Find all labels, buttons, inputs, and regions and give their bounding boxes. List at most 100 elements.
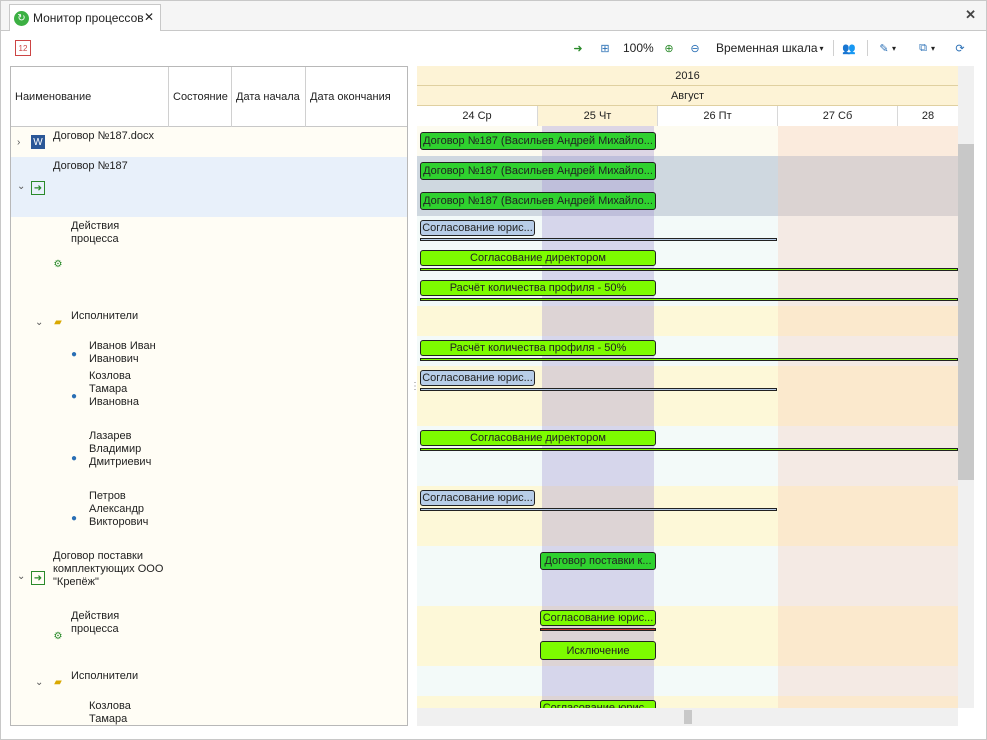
- splitter-handle[interactable]: ⋮: [410, 381, 420, 392]
- gantt-day: 28: [898, 106, 958, 126]
- gantt-progress-line: [420, 508, 777, 511]
- vertical-scrollbar[interactable]: [958, 66, 974, 708]
- process-tree-grid: Наименование Состояние Дата начала Дата …: [10, 66, 408, 726]
- view-icon: ⧉: [919, 41, 927, 54]
- zoom-in-button[interactable]: ⊕: [661, 39, 677, 57]
- col-state-header[interactable]: Состояние: [169, 67, 232, 127]
- tree-row-label: Петров Александр Викторович: [89, 490, 149, 528]
- users-icon: 👥: [842, 42, 856, 55]
- hierarchy-icon: ⊞: [600, 42, 610, 55]
- collapse-icon[interactable]: ⌄: [35, 677, 44, 688]
- gantt-row-bg: [417, 666, 958, 696]
- collapse-icon[interactable]: ⌄: [35, 317, 44, 328]
- gantt-bar[interactable]: Исключение: [540, 641, 656, 660]
- gantt-bar[interactable]: Договор №187 (Васильев Андрей Михайло...: [420, 132, 656, 150]
- process-icon: ➜: [31, 181, 45, 195]
- view-dropdown-button[interactable]: ⧉ ▾: [915, 39, 935, 57]
- chevron-down-icon: ▾: [931, 43, 936, 53]
- calendar-icon: 12: [15, 40, 31, 56]
- gantt-bar[interactable]: Согласование юрис...: [420, 370, 535, 386]
- tree-row[interactable]: ● Лазарев Владимир Дмитриевич: [11, 427, 407, 487]
- gantt-bar[interactable]: Согласование директором: [420, 250, 656, 266]
- user-icon: ●: [70, 512, 78, 524]
- collapse-icon[interactable]: ⌄: [17, 571, 26, 582]
- tab-label: Монитор процессов: [33, 11, 144, 25]
- gantt-bar[interactable]: Договор №187 (Васильев Андрей Михайло...: [420, 162, 656, 180]
- tree-row[interactable]: ● Иванов Иван Иванович: [11, 337, 407, 367]
- users-button[interactable]: 👥: [841, 39, 857, 57]
- gantt-bar[interactable]: Согласование директором: [420, 430, 656, 446]
- gantt-row-bg: [417, 546, 958, 606]
- tree-row[interactable]: ⌄ ▰ Исполнители: [11, 667, 407, 697]
- gantt-progress-line: [420, 238, 777, 241]
- actions-icon: ⚙: [53, 258, 63, 270]
- gantt-progress-line: [420, 388, 777, 391]
- gantt-bar[interactable]: Согласование юрис...: [540, 610, 656, 626]
- expand-icon[interactable]: ›: [17, 137, 21, 148]
- gantt-bar[interactable]: Согласование юрис...: [540, 700, 656, 708]
- tree-row-label: Иванов Иван Иванович: [89, 340, 156, 365]
- gantt-day: 27 Сб: [778, 106, 898, 126]
- expand-button[interactable]: ➜: [570, 39, 586, 57]
- tree-row[interactable]: ● Петров Александр Викторович: [11, 487, 407, 547]
- toolbar-separator: [833, 40, 834, 56]
- edit-dropdown-button[interactable]: ✎ ▾: [876, 39, 896, 57]
- timescale-label: Временная шкала: [716, 41, 818, 55]
- edit-icon: ✎: [879, 42, 889, 55]
- tab-process-monitor[interactable]: ↻ Монитор процессов ✕: [9, 4, 161, 31]
- window-close-icon[interactable]: ✕: [965, 7, 976, 22]
- tree-row[interactable]: ● Козлова Тамара Ивановна: [11, 367, 407, 427]
- col-end-header[interactable]: Дата окончания: [310, 91, 391, 103]
- zoom-out-button[interactable]: ⊖: [687, 39, 703, 57]
- gantt-progress-line: [420, 358, 958, 361]
- grid-header: Наименование Состояние Дата начала Дата …: [11, 67, 407, 127]
- gantt-day: 24 Ср: [417, 106, 538, 126]
- tree-row[interactable]: ⌄ ➜ Договор №187: [11, 157, 407, 217]
- zoom-level: 100%: [623, 39, 654, 57]
- gantt-progress-line: [420, 448, 958, 451]
- calendar-button[interactable]: 12: [15, 39, 31, 57]
- user-icon: ●: [70, 452, 78, 464]
- gantt-bar[interactable]: Расчёт количества профиля - 50%: [420, 280, 656, 296]
- gantt-bar[interactable]: Договор поставки к...: [540, 552, 656, 570]
- gantt-bar[interactable]: Согласование юрис...: [420, 490, 535, 506]
- user-icon: ●: [70, 348, 78, 360]
- gantt-row-bg: [417, 606, 958, 666]
- gantt-day: 25 Чт: [538, 106, 658, 126]
- col-start-header[interactable]: Дата начала: [232, 67, 306, 127]
- tree-row[interactable]: ⚙ Действия процесса: [11, 217, 407, 307]
- tree-row[interactable]: › W Договор №187.docx: [11, 127, 407, 157]
- toolbar-separator: [867, 40, 868, 56]
- gantt-day: 26 Пт: [658, 106, 778, 126]
- gantt-progress-line: [420, 298, 958, 301]
- collapse-icon[interactable]: ⌄: [17, 181, 26, 192]
- tree-row-label: Козлова Тамара: [89, 700, 131, 725]
- scrollbar-thumb[interactable]: [684, 710, 692, 724]
- col-name-header[interactable]: Наименование: [11, 67, 169, 127]
- weekend-column: [778, 126, 958, 708]
- refresh-button[interactable]: ⟳: [952, 39, 968, 57]
- gantt-bar[interactable]: Договор №187 (Васильев Андрей Михайло...: [420, 192, 656, 210]
- tree-button[interactable]: ⊞: [597, 39, 613, 57]
- folder-icon: ▰: [54, 676, 62, 688]
- tree-row[interactable]: ⌄ ▰ Исполнители: [11, 307, 407, 337]
- tree-row[interactable]: Козлова Тамара: [11, 697, 407, 725]
- tree-row-label: Договор №187: [53, 160, 128, 172]
- gantt-year: 2016: [417, 66, 958, 86]
- scrollbar-thumb[interactable]: [958, 144, 974, 480]
- tree-row[interactable]: ⌄ ➜ Договор поставки комплектующих ООО "…: [11, 547, 407, 607]
- tree-row[interactable]: ⚙ Действия процесса: [11, 607, 407, 667]
- horizontal-scrollbar[interactable]: [417, 708, 958, 726]
- gantt-bar[interactable]: Расчёт количества профиля - 50%: [420, 340, 656, 356]
- folder-icon: ▰: [54, 316, 62, 328]
- tree-row-label: Действия процесса: [71, 610, 120, 635]
- gantt-bar[interactable]: Согласование юрис...: [420, 220, 535, 236]
- toolbar: 12 ➜ ⊞ 100% ⊕ ⊖ Временная шкала ▾ 👥 ✎ ▾: [1, 32, 986, 64]
- gantt-chart: 2016 Август 24 Ср 25 Чт 26 Пт 27 Сб 28 Д…: [417, 66, 958, 708]
- tab-close-icon[interactable]: ✕: [143, 10, 154, 24]
- zoom-out-icon: ⊖: [690, 42, 700, 55]
- chevron-down-icon: ▾: [819, 43, 824, 53]
- tree-row-label: Козлова Тамара Ивановна: [89, 370, 139, 408]
- tree-row-label: Исполнители: [71, 670, 139, 682]
- timescale-dropdown[interactable]: Временная шкала ▾: [716, 39, 824, 57]
